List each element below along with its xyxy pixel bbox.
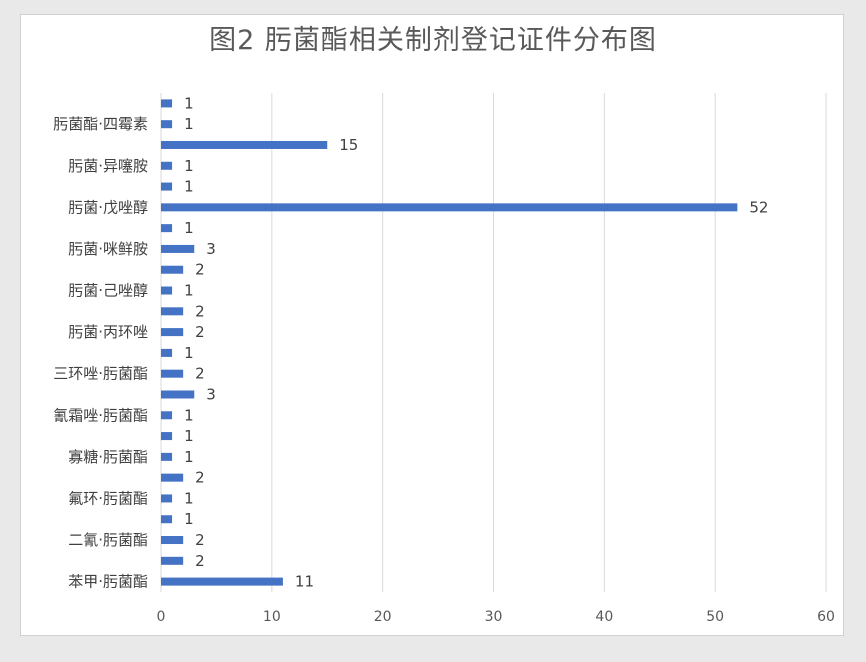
data-label: 1: [184, 178, 194, 196]
category-label: 氰霜唑·肟菌酯: [53, 406, 148, 424]
bar: [161, 99, 173, 108]
data-label: 2: [195, 469, 205, 487]
bar: [161, 432, 173, 441]
bar: [161, 120, 173, 129]
x-tick-label: 30: [485, 609, 503, 625]
bar: [161, 265, 184, 274]
data-label: 1: [184, 427, 194, 445]
bar: [161, 244, 195, 253]
x-tick-label: 50: [706, 609, 724, 625]
bar: [161, 390, 195, 399]
bar: [161, 348, 173, 357]
bar: [161, 411, 173, 420]
data-label: 2: [195, 261, 205, 279]
bar: [161, 161, 173, 170]
data-label: 1: [184, 94, 194, 112]
category-labels: 肟菌酯·四霉素肟菌·异噻胺肟菌·戊唑醇肟菌·咪鲜胺肟菌·己唑醇肟菌·丙环唑三环唑…: [53, 115, 148, 590]
data-label: 1: [184, 282, 194, 300]
data-label: 2: [195, 323, 205, 341]
data-label: 52: [749, 198, 768, 216]
data-label: 3: [206, 240, 216, 258]
bar: [161, 140, 328, 149]
category-label: 肟菌酯·四霉素: [53, 115, 148, 133]
category-label: 寡糖·肟菌酯: [68, 448, 148, 466]
bar: [161, 328, 184, 337]
data-label: 1: [184, 115, 194, 133]
data-label: 1: [184, 448, 194, 466]
bar: [161, 307, 184, 316]
data-label: 11: [295, 573, 314, 591]
data-label: 1: [184, 157, 194, 175]
x-tick-label: 0: [157, 609, 166, 625]
x-tick-labels: 0 10 20 30 40 50 60: [157, 609, 835, 625]
bar: [161, 203, 738, 212]
bar: [161, 473, 184, 482]
category-label: 三环唑·肟菌酯: [53, 365, 148, 383]
bar: [161, 369, 184, 378]
bar: [161, 452, 173, 461]
category-label: 肟菌·咪鲜胺: [68, 240, 148, 258]
gridlines: [160, 93, 827, 592]
data-label: 1: [184, 344, 194, 362]
bar: [161, 515, 173, 524]
chart-frame: [20, 14, 844, 636]
category-label: 肟菌·戊唑醇: [68, 198, 148, 216]
chart-title: 图2 肟菌酯相关制剂登记证件分布图: [209, 25, 657, 56]
bars: [161, 99, 738, 586]
category-label: 肟菌·丙环唑: [68, 323, 148, 341]
data-label: 2: [195, 531, 205, 549]
data-label: 3: [206, 385, 216, 403]
category-label: 二氰·肟菌酯: [68, 531, 148, 549]
x-tick-label: 20: [374, 609, 392, 625]
category-label: 苯甲·肟菌酯: [68, 573, 148, 591]
bar: [161, 494, 173, 503]
bar: [161, 556, 184, 565]
x-tick-label: 10: [263, 609, 281, 625]
data-label: 1: [184, 219, 194, 237]
x-tick-label: 40: [595, 609, 613, 625]
bar: [161, 536, 184, 545]
data-label: 1: [184, 510, 194, 528]
bar: [161, 182, 173, 191]
bar: [161, 286, 173, 295]
data-label: 2: [195, 552, 205, 570]
category-label: 肟菌·己唑醇: [68, 282, 148, 300]
category-label: 肟菌·异噻胺: [68, 157, 148, 175]
data-label: 15: [339, 136, 358, 154]
bar: [161, 224, 173, 233]
data-label: 1: [184, 406, 194, 424]
category-label: 氟环·肟菌酯: [68, 489, 148, 507]
bar: [161, 577, 283, 586]
data-label: 2: [195, 302, 205, 320]
x-tick-label: 60: [817, 609, 835, 625]
data-label: 2: [195, 365, 205, 383]
data-label: 1: [184, 489, 194, 507]
